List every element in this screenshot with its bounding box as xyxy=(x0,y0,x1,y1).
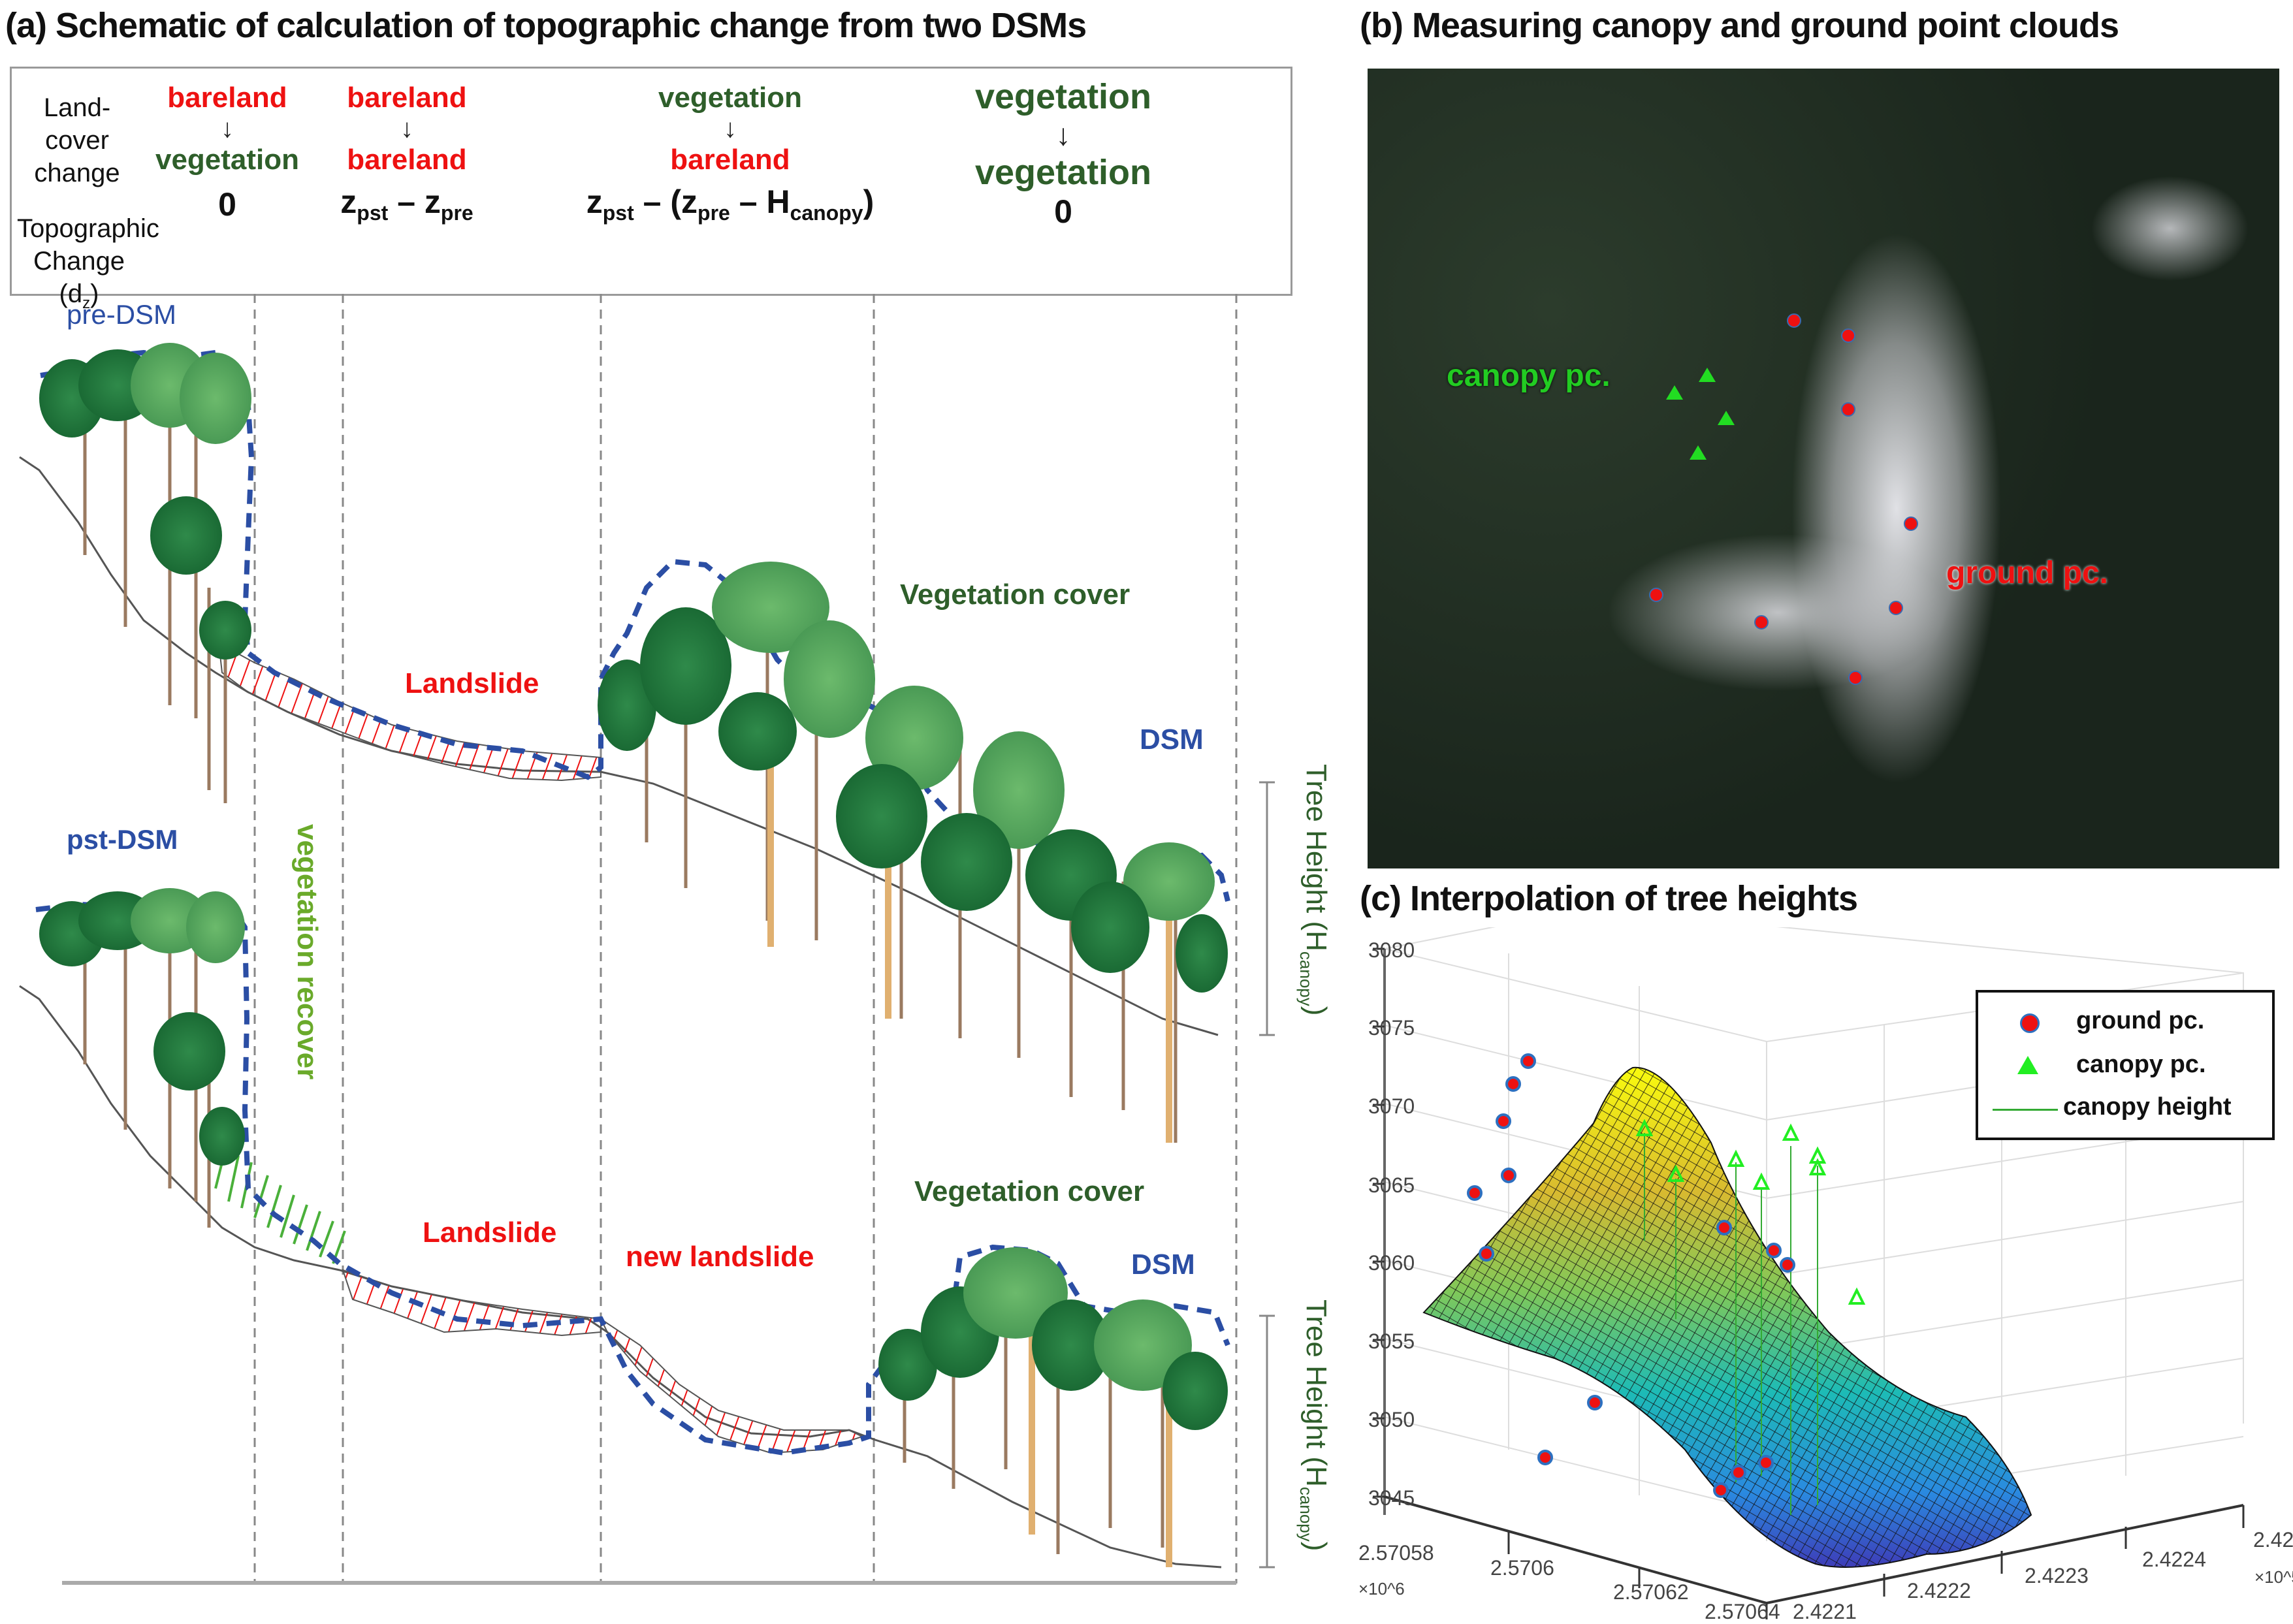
vegetation-cover-label-top: Vegetation cover xyxy=(900,579,1130,611)
tree-height-bracket-bottom xyxy=(1259,1314,1275,1568)
z-tick-3045: 3045 xyxy=(1368,1486,1415,1510)
column-separators xyxy=(253,294,1238,1584)
dz-formula: zpst – (zpre – Hcanopy) xyxy=(586,183,874,225)
row-label-line: change xyxy=(34,159,120,187)
y-multiplier: ×10^6 xyxy=(1358,1579,1405,1599)
legend-item-canopy: canopy pc. xyxy=(1978,1048,2272,1087)
tree-height-label-bottom: Tree Height (Hcanopy) xyxy=(1296,1299,1332,1552)
y-tick-3: 2.57062 xyxy=(1613,1580,1689,1604)
row-label-line: Change (dz) xyxy=(33,247,125,312)
x-tick-3: 2.4223 xyxy=(2025,1564,2089,1587)
panel-b-title: (b) Measuring canopy and ground point cl… xyxy=(1360,6,2119,45)
to-landcover: bareland xyxy=(670,144,790,176)
z-tick-3060: 3060 xyxy=(1368,1251,1415,1275)
canopy-pc-label: canopy pc. xyxy=(1447,358,1611,393)
panel-a-title: (a) Schematic of calculation of topograp… xyxy=(5,6,1087,45)
column-vegetation-to-bareland: vegetation ↓ bareland zpst – (zpre – Hca… xyxy=(554,82,906,225)
down-arrow-icon: ↓ xyxy=(1055,118,1071,151)
tree-height-label-top: Tree Height (Hcanopy) xyxy=(1296,764,1332,1016)
legend-label: ground pc. xyxy=(2076,1007,2205,1034)
column-vegetation-to-vegetation: vegetation ↓ vegetation 0 xyxy=(952,76,1174,231)
canopy-height-lines xyxy=(1644,1133,1818,1515)
down-arrow-icon: ↓ xyxy=(221,114,234,143)
surface-plot xyxy=(1373,927,2245,1619)
row-label-line: Land-cover xyxy=(43,93,111,155)
from-landcover: bareland xyxy=(347,82,467,114)
landslide-label-top: Landslide xyxy=(405,667,539,699)
z-tick-3050: 3050 xyxy=(1368,1408,1415,1431)
y-tick-1: 2.57058 xyxy=(1358,1541,1434,1565)
green-line-icon xyxy=(1993,1109,2058,1111)
tree-cluster-pre-left xyxy=(39,343,251,803)
legend-label: canopy height xyxy=(2063,1093,2232,1121)
chart-legend: ground pc. canopy pc. canopy height xyxy=(1976,990,2275,1140)
column-bareland-to-bareland: bareland ↓ bareland zpst – zpre xyxy=(309,82,505,225)
pst-dsm-label: pst-DSM xyxy=(67,824,178,855)
pre-dsm-label: pre-DSM xyxy=(67,299,177,330)
to-landcover: bareland xyxy=(347,144,467,176)
dz-value: 0 xyxy=(218,186,236,223)
legend-item-ground: ground pc. xyxy=(1978,1004,2272,1043)
from-landcover: bareland xyxy=(167,82,287,114)
landslide-label-bottom: Landslide xyxy=(423,1217,557,1249)
legend-label: canopy pc. xyxy=(2076,1051,2206,1078)
to-landcover: vegetation xyxy=(974,153,1152,192)
y-tick-4: 2.57064 xyxy=(1705,1600,1780,1623)
panel-c-title: (c) Interpolation of tree heights xyxy=(1360,879,1858,918)
red-dot-icon xyxy=(2020,1013,2040,1033)
canopy-points xyxy=(1635,1119,1866,1305)
aerial-image xyxy=(1368,69,2279,868)
ground-points xyxy=(1649,313,1918,685)
tree-height-bracket-top xyxy=(1259,781,1275,1036)
row-label-topographic-change: Topographic Change (dz) xyxy=(17,212,159,320)
z-tick-3070: 3070 xyxy=(1368,1094,1415,1118)
down-arrow-icon: ↓ xyxy=(724,114,737,143)
dz-value: 0 xyxy=(1054,193,1072,230)
x-tick-4: 2.4224 xyxy=(2142,1548,2206,1571)
dsm-label-top: DSM xyxy=(1140,724,1204,756)
x-tick-2: 2.4222 xyxy=(1907,1579,1971,1602)
grass-recovery xyxy=(214,1149,346,1264)
tree-cluster-pre-right xyxy=(598,562,1228,1143)
ground-pc-label: ground pc. xyxy=(1946,556,2108,590)
dz-formula: zpst – zpre xyxy=(340,183,473,225)
x-tick-1: 2.4221 xyxy=(1793,1600,1857,1623)
green-triangle-icon xyxy=(2017,1056,2038,1074)
vegetation-cover-label-bottom: Vegetation cover xyxy=(914,1175,1145,1207)
vegetation-recover-label: vegetation recover xyxy=(291,824,323,1080)
from-landcover: vegetation xyxy=(658,82,803,114)
z-tick-3075: 3075 xyxy=(1368,1016,1415,1040)
tree-cluster-pst-right xyxy=(878,1247,1228,1567)
x-tick-5: 2.4225 xyxy=(2253,1528,2293,1552)
new-landslide-label: new landslide xyxy=(626,1241,814,1273)
z-tick-3065: 3065 xyxy=(1368,1173,1415,1197)
y-tick-2: 2.5706 xyxy=(1490,1556,1554,1580)
to-landcover: vegetation xyxy=(155,144,300,176)
land-cover-table: Land-cover change Topographic Change (dz… xyxy=(10,67,1292,312)
canopy-points xyxy=(1666,368,1735,460)
tree-cluster-pst-left xyxy=(39,888,245,1228)
z-tick-3080: 3080 xyxy=(1368,938,1415,962)
ground-points xyxy=(1467,1053,1795,1498)
column-bareland-to-vegetation: bareland ↓ vegetation 0 xyxy=(146,82,309,223)
down-arrow-icon: ↓ xyxy=(400,114,413,143)
legend-item-canopy-height: canopy height xyxy=(1978,1091,2272,1130)
z-tick-3055: 3055 xyxy=(1368,1329,1415,1353)
from-landcover: vegetation xyxy=(974,77,1152,116)
dsm-label-bottom: DSM xyxy=(1131,1249,1195,1281)
row-label-line: Topographic xyxy=(17,214,159,243)
x-multiplier: ×10^5 xyxy=(2254,1567,2293,1587)
schematic-illustration xyxy=(19,294,1275,1585)
point-cloud-markers xyxy=(1649,313,1918,685)
row-label-land-cover: Land-cover change xyxy=(18,91,136,189)
